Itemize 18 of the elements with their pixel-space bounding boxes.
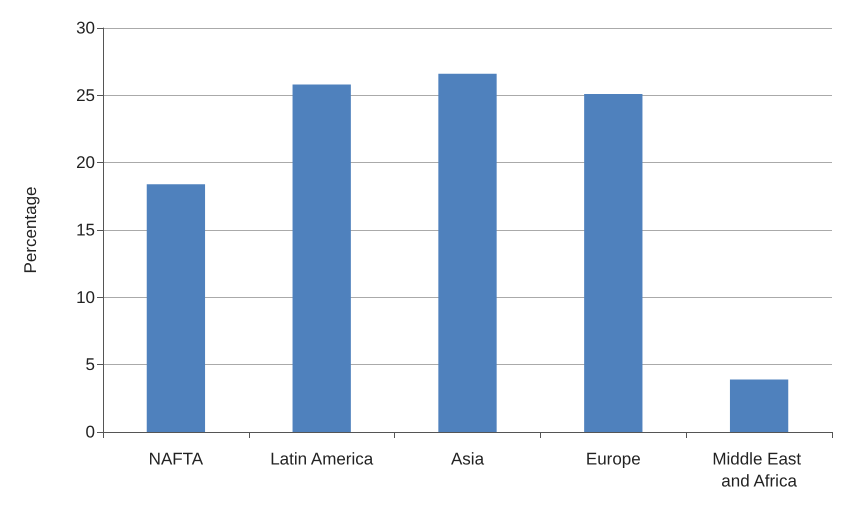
x-tick-label: Asia: [450, 450, 485, 468]
x-tick-label: Latin America: [270, 450, 374, 468]
y-tick-label: 0: [86, 422, 95, 442]
bar: [438, 74, 497, 432]
y-tick-label: 30: [76, 18, 95, 38]
y-tick-label: 15: [76, 220, 95, 240]
y-tick-label: 10: [76, 288, 95, 307]
y-axis-title: Percentage: [21, 186, 40, 274]
x-tick-label: NAFTA: [148, 450, 204, 468]
bar: [146, 184, 206, 432]
y-tick-label: 20: [76, 153, 95, 172]
y-tick-label: 5: [86, 355, 95, 374]
bar: [730, 379, 788, 432]
x-tick-label: Middle East and Africa: [712, 450, 806, 490]
bar: [584, 94, 642, 432]
x-tick-label: Europe: [586, 450, 641, 468]
bar: [292, 84, 351, 432]
y-tick-label: 25: [76, 86, 95, 105]
